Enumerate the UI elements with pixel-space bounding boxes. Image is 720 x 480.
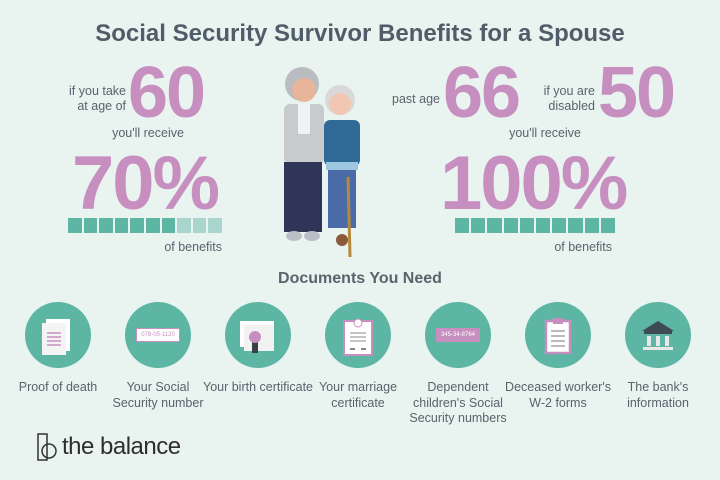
balance-logo-icon	[37, 433, 57, 461]
bar-segment-filled	[455, 218, 470, 233]
left-suffix: of benefits	[164, 240, 222, 254]
bank-icon	[642, 321, 674, 350]
clipboard-icon	[544, 318, 572, 355]
left-age: 60	[128, 53, 206, 133]
elderly-couple-illustration	[284, 67, 360, 258]
document-label: Dependent children's Social Security num…	[409, 380, 507, 425]
document-icon	[42, 319, 70, 355]
bar-segment-filled	[114, 218, 129, 233]
bar-segment-filled	[83, 218, 98, 233]
bar-segment-filled	[161, 218, 176, 233]
left-condition: if you take at age of	[40, 84, 126, 114]
documents-heading: Documents You Need	[278, 270, 442, 287]
document-label: Your birth certificate	[203, 380, 314, 394]
document-label: Deceased worker's W-2 forms	[505, 380, 611, 410]
logo-text: the balance	[62, 433, 181, 460]
bar-segment-filled	[487, 218, 502, 233]
document-label: The bank's information	[627, 380, 689, 410]
right-condition2: if you are disabled	[530, 84, 595, 114]
certificate-icon	[240, 321, 274, 353]
bar-segment-filled	[519, 218, 535, 233]
right-benefit-bar	[455, 218, 616, 233]
bar-segment-empty	[192, 218, 207, 233]
left-percent: 70%	[72, 141, 220, 226]
right-condition2-line1: if you are	[543, 84, 595, 98]
right-condition2-line2: disabled	[548, 99, 595, 113]
ssn-card-icon: 345-34-8764	[435, 328, 481, 342]
document-circle: 345-34-8764	[425, 302, 491, 368]
right-suffix: of benefits	[554, 240, 612, 254]
ssn-card-icon: 078-05-1120	[136, 328, 180, 342]
right-age2: 50	[598, 53, 676, 133]
the-balance-logo: the balance	[36, 432, 181, 462]
document-label: Proof of death	[18, 380, 98, 394]
bar-segment-filled	[536, 218, 551, 233]
document-circle	[325, 302, 391, 368]
right-age1: 66	[443, 53, 521, 133]
document-label: Your Social Security number	[112, 380, 204, 410]
right-percent: 100%	[440, 141, 628, 226]
bar-segment-filled	[471, 218, 486, 233]
bar-segment-filled	[568, 218, 583, 233]
right-receive: you'll receive	[509, 126, 581, 140]
left-receive: you'll receive	[112, 126, 184, 140]
document-circle	[625, 302, 691, 368]
document-circle	[25, 302, 91, 368]
bar-segment-filled	[130, 218, 144, 233]
bar-segment-filled	[68, 218, 82, 233]
bar-segment-filled	[584, 218, 599, 233]
document-circle	[225, 302, 291, 368]
bar-segment-filled	[99, 218, 113, 233]
marriage-certificate-icon	[343, 318, 373, 356]
bar-segment-empty	[208, 218, 222, 233]
left-condition-line1: if you take	[69, 84, 126, 98]
bar-segment-filled	[600, 218, 616, 233]
bar-segment-empty	[177, 218, 191, 233]
page-title: Social Security Survivor Benefits for a …	[95, 20, 625, 47]
bar-segment-filled	[145, 218, 160, 233]
bar-segment-filled	[552, 218, 567, 233]
left-condition-line2: at age of	[77, 99, 126, 113]
document-circle: 078-05-1120	[125, 302, 191, 368]
document-label: Your marriage certificate	[318, 380, 398, 410]
bar-segment-filled	[503, 218, 518, 233]
right-condition1: past age	[392, 92, 440, 106]
document-circle	[525, 302, 591, 368]
left-benefit-bar	[68, 218, 222, 233]
